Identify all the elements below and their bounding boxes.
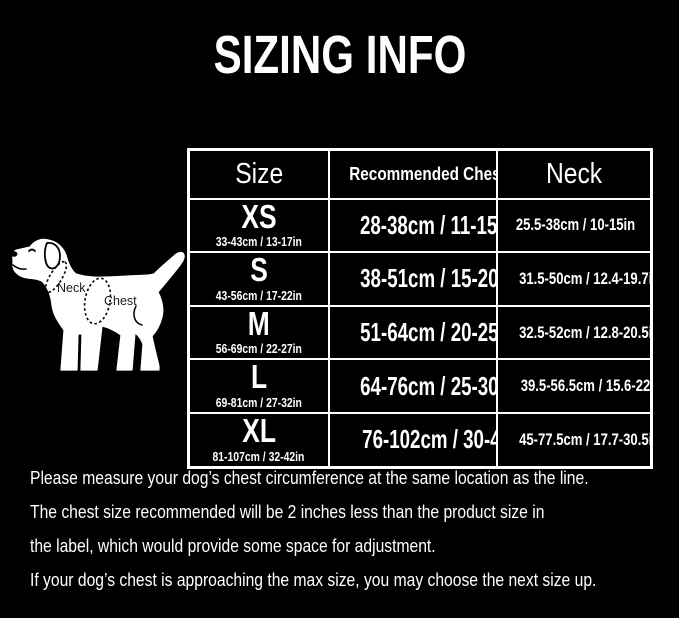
table-row-xl: XL 81-107cm / 32-42in 76-102cm / 30-40in… [187, 412, 653, 469]
note-line-4: If your dog’s chest is approaching the m… [30, 570, 597, 590]
note-line-2: The chest size recommended will be 2 inc… [30, 502, 545, 522]
size-range: 81-107cm / 32-42in [212, 448, 305, 464]
neck-measure-line [44, 260, 68, 294]
col-header-neck: Neck [495, 148, 653, 200]
size-range: 69-81cm / 27-32in [215, 395, 302, 411]
note-line-1: Please measure your dog’s chest circumfe… [30, 468, 589, 488]
table-row-s: S 43-56cm / 17-22in 38-51cm / 15-20in 31… [187, 251, 653, 307]
size-label: XS [241, 198, 277, 235]
sizing-table: Size Recommended Chest Size Neck XS 33-4… [187, 148, 653, 469]
neck-cell: 25.5-38cm / 10-15in [495, 197, 653, 254]
chest-cell: 76-102cm / 30-40in [327, 412, 498, 469]
neck-cell: 32.5-52cm / 12.8-20.5in [495, 304, 653, 361]
size-range: 33-43cm / 13-17in [215, 234, 302, 250]
col-header-chest: Recommended Chest Size [327, 148, 498, 200]
size-label: M [247, 305, 270, 342]
note-line-3: the label, which would provide some spac… [30, 536, 436, 556]
page-title-text: SIZING INFO [213, 25, 466, 85]
dog-nose [10, 251, 18, 257]
dog-ear-line [43, 242, 61, 270]
table-row-xs: XS 33-43cm / 13-17in 28-38cm / 11-15in 2… [187, 197, 653, 254]
chest-label: Chest [104, 294, 137, 308]
size-cell: XS 33-43cm / 13-17in [187, 197, 330, 254]
chest-cell: 28-38cm / 11-15in [327, 197, 498, 254]
size-cell: L 69-81cm / 27-32in [187, 358, 330, 415]
col-header-size: Size [187, 148, 330, 200]
table-row-m: M 56-69cm / 22-27in 51-64cm / 20-25in 32… [187, 304, 653, 361]
size-label: S [249, 252, 268, 289]
neck-label: Neck [57, 281, 86, 295]
chest-cell: 38-51cm / 15-20in [327, 251, 498, 307]
size-range: 56-69cm / 22-27in [215, 341, 302, 357]
table-row-l: L 69-81cm / 27-32in 64-76cm / 25-30in 39… [187, 358, 653, 415]
dog-thigh-line [133, 305, 143, 326]
dog-silhouette [12, 238, 185, 371]
dog-mouth-line [12, 264, 27, 270]
neck-cell: 31.5-50cm / 12.4-19.7in [495, 251, 653, 307]
size-label: XL [241, 413, 276, 450]
dog-eye-mark [28, 248, 36, 252]
chest-cell: 51-64cm / 20-25in [327, 304, 498, 361]
table-header-row: Size Recommended Chest Size Neck [187, 148, 653, 200]
size-cell: M 56-69cm / 22-27in [187, 304, 330, 361]
chest-cell: 64-76cm / 25-30in [327, 358, 498, 415]
page-title: SIZING INFO [0, 24, 679, 86]
dog-measurement-diagram: Neck Chest [10, 238, 185, 371]
size-label: L [250, 359, 267, 396]
size-cell: S 43-56cm / 17-22in [187, 251, 330, 307]
size-cell: XL 81-107cm / 32-42in [187, 412, 330, 469]
neck-cell: 39.5-56.5cm / 15.6-22.2in [495, 358, 653, 415]
neck-cell: 45-77.5cm / 17.7-30.5in [495, 412, 653, 469]
size-range: 43-56cm / 17-22in [215, 287, 302, 303]
measurement-notes: Please measure your dog’s chest circumfe… [30, 468, 670, 604]
